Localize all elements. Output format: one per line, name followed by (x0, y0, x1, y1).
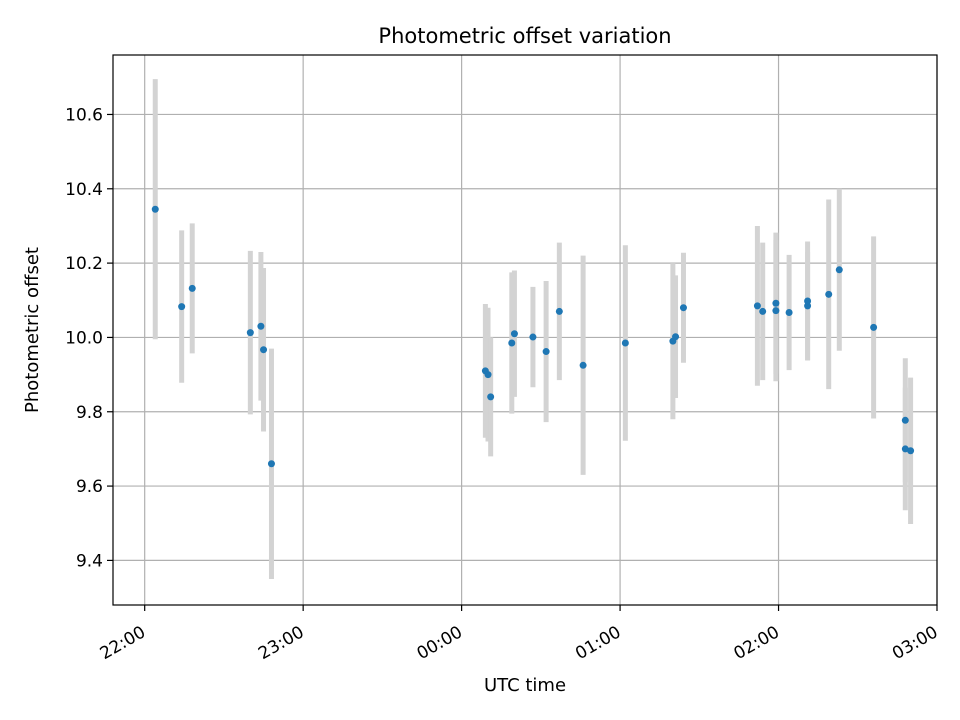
data-point (901, 445, 909, 453)
data-point (759, 307, 767, 315)
y-tick-label: 10.0 (65, 328, 103, 348)
data-point (510, 330, 518, 338)
data-points (151, 205, 915, 468)
data-point (753, 302, 761, 310)
data-point (835, 266, 843, 274)
data-point (529, 333, 537, 341)
data-point (188, 284, 196, 292)
data-point (484, 371, 492, 379)
data-point (246, 329, 254, 337)
data-point (178, 303, 186, 311)
data-point (579, 361, 587, 369)
data-point (555, 307, 563, 315)
data-point (260, 346, 268, 354)
y-tick-label: 10.4 (65, 180, 103, 200)
data-point (772, 307, 780, 315)
data-point (672, 333, 680, 341)
data-point (907, 447, 915, 455)
y-tick-label: 9.6 (76, 477, 103, 497)
data-point (772, 299, 780, 307)
y-tick-label: 10.6 (65, 105, 103, 125)
y-tick-label: 9.4 (76, 551, 103, 571)
data-point (785, 309, 793, 317)
data-point (487, 393, 495, 401)
plot-frame (112, 54, 938, 606)
data-point (804, 297, 812, 305)
x-axis-label: UTC time (484, 675, 566, 696)
data-point (825, 290, 833, 298)
chart-title: Photometric offset variation (378, 24, 671, 48)
data-point (679, 304, 687, 312)
data-point (257, 322, 265, 330)
data-point (621, 339, 629, 347)
data-point (542, 348, 550, 356)
data-point (804, 302, 812, 310)
y-tick-label: 10.2 (65, 254, 103, 274)
data-point (870, 323, 878, 331)
data-point (901, 416, 909, 424)
data-point (151, 205, 159, 213)
y-tick-label: 9.8 (76, 403, 103, 423)
data-point (267, 460, 275, 468)
y-axis-label: Photometric offset (22, 247, 43, 413)
data-point (508, 339, 516, 347)
